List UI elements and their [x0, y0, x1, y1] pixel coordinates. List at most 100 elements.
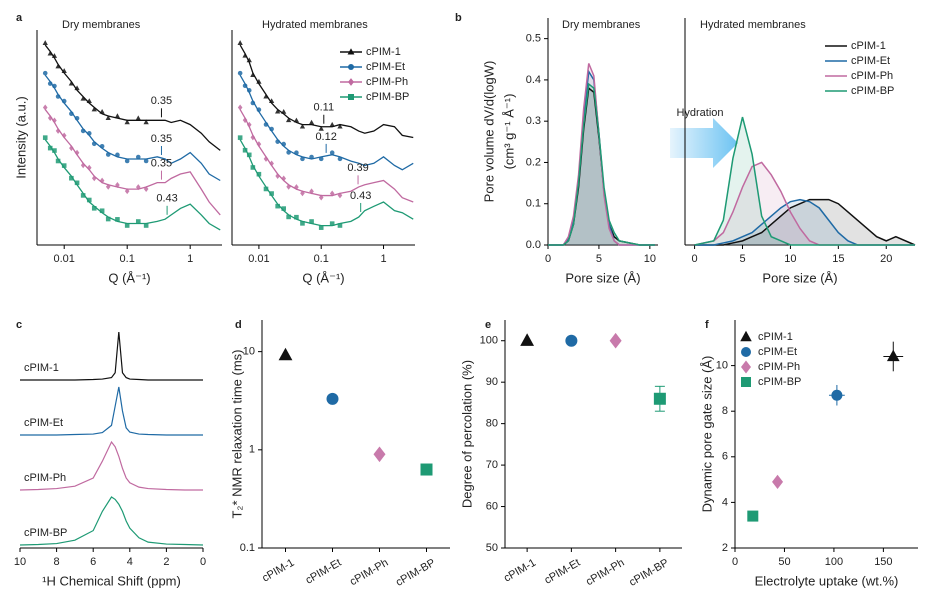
data-point	[115, 152, 120, 158]
area-fill	[548, 63, 655, 246]
series-line	[548, 63, 655, 246]
data-point	[337, 223, 343, 228]
y-tick-label: 6	[722, 451, 728, 463]
data-point	[69, 111, 74, 116]
x-tick-label: 50	[778, 556, 790, 568]
data-point	[256, 78, 262, 84]
panel-label: a	[16, 12, 23, 24]
x-tick-label: 0	[732, 556, 738, 568]
peak-label: 0.43	[350, 190, 371, 202]
data-point	[256, 107, 262, 112]
data-point	[300, 190, 305, 197]
legend-label: cPIM-1	[366, 46, 401, 58]
data-point	[242, 147, 248, 153]
x-tick-label: 2	[163, 556, 169, 568]
data-point	[242, 117, 248, 124]
data-point	[269, 126, 274, 132]
area-fill	[694, 199, 915, 245]
y-tick-label: 90	[486, 376, 498, 388]
legend-label: cPIM-BP	[758, 376, 801, 388]
data-point	[293, 117, 300, 123]
x-tick-label: cPIM-Ph	[348, 557, 391, 588]
data-point	[86, 98, 92, 104]
data-point	[74, 116, 80, 121]
y-tick-label: 0.4	[526, 74, 541, 86]
y-tick-label: 1	[249, 444, 255, 456]
legend-marker	[740, 330, 752, 342]
data-point	[520, 333, 535, 346]
data-point	[263, 93, 269, 99]
x-tick-label: cPIM-1	[260, 557, 296, 585]
legend-label: cPIM-Et	[366, 61, 405, 73]
data-point	[74, 85, 80, 91]
data-point	[318, 194, 324, 201]
data-point	[91, 206, 97, 211]
data-point	[772, 474, 784, 490]
data-point	[61, 132, 67, 139]
data-point	[309, 188, 314, 195]
y-tick-label: 4	[722, 496, 728, 508]
annotation: Hydration	[676, 107, 723, 119]
data-point	[55, 63, 61, 69]
data-point	[256, 171, 262, 177]
x-tick-label: 6	[90, 556, 96, 568]
data-point	[653, 392, 666, 405]
x-tick-label: cPIM-1	[502, 557, 538, 585]
data-point	[318, 225, 324, 230]
x-tick-label: 1	[380, 253, 386, 265]
y-tick-label: 60	[486, 500, 498, 512]
hydration-arrow	[670, 118, 738, 168]
data-point	[250, 72, 256, 77]
data-point	[337, 192, 343, 199]
data-point	[80, 162, 86, 169]
data-point	[318, 125, 324, 131]
data-point	[246, 57, 252, 63]
data-point	[329, 150, 335, 155]
data-point	[747, 510, 759, 522]
data-point	[308, 119, 315, 125]
data-point	[143, 158, 149, 164]
data-point	[309, 154, 314, 160]
data-point	[61, 98, 67, 104]
data-point	[329, 221, 335, 226]
data-point	[61, 163, 67, 168]
data-point	[80, 95, 86, 101]
data-point	[309, 219, 314, 224]
data-point	[69, 145, 74, 152]
data-point	[246, 88, 252, 93]
legend-label: cPIM-Et	[851, 55, 890, 67]
y-tick-label: 2	[722, 542, 728, 554]
series-line	[44, 109, 221, 216]
data-point	[281, 175, 287, 182]
data-point	[124, 119, 130, 125]
legend-marker	[347, 48, 355, 55]
y-axis-label: Dynamic pore gate size (Å)	[699, 356, 714, 513]
legend-marker	[741, 347, 751, 357]
data-point	[143, 119, 149, 125]
y-tick-label: 10	[243, 346, 255, 358]
data-point	[237, 135, 243, 140]
x-tick-label: cPIM-Ph	[584, 557, 627, 588]
data-point	[114, 113, 121, 119]
data-point	[86, 131, 92, 136]
data-point	[51, 53, 58, 58]
data-point	[80, 128, 86, 134]
data-point	[115, 181, 120, 188]
data-point	[124, 188, 130, 195]
data-point	[105, 152, 111, 157]
x-axis-label: Electrolyte uptake (wt.%)	[755, 573, 899, 588]
data-point	[105, 115, 111, 120]
y-tick-label: 0.0	[526, 239, 541, 251]
legend-label: cPIM-Ph	[851, 70, 893, 82]
data-point	[47, 50, 53, 56]
x-tick-label: 10	[14, 556, 26, 568]
data-point	[300, 221, 305, 226]
trace-label: cPIM-Ph	[24, 472, 66, 484]
data-point	[61, 68, 67, 73]
y-tick-label: 80	[486, 418, 498, 430]
x-axis-label: ¹H Chemical Shift (ppm)	[42, 573, 181, 588]
legend-marker	[741, 360, 751, 374]
data-point	[278, 347, 293, 361]
x-tick-label: 0	[545, 253, 551, 265]
